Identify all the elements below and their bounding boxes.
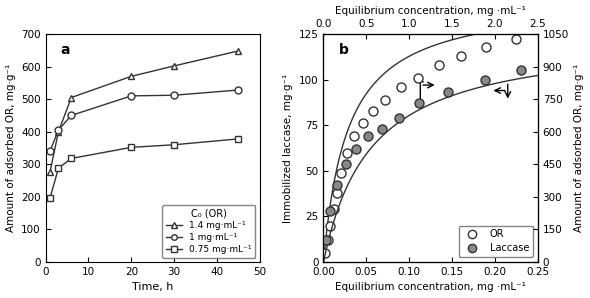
X-axis label: Equilibrium concentration, mg ·mL⁻¹: Equilibrium concentration, mg ·mL⁻¹: [335, 283, 526, 292]
Legend: OR, Laccase: OR, Laccase: [458, 226, 533, 257]
Legend: 1.4 mg·mL⁻¹, 1 mg·mL⁻¹, 0.75 mg·mL⁻¹: 1.4 mg·mL⁻¹, 1 mg·mL⁻¹, 0.75 mg·mL⁻¹: [162, 205, 255, 257]
X-axis label: Equilibrium concentration, mg ·mL⁻¹: Equilibrium concentration, mg ·mL⁻¹: [335, 6, 526, 15]
Y-axis label: Immobilized laccase, mg·g⁻¹: Immobilized laccase, mg·g⁻¹: [283, 73, 293, 223]
X-axis label: Time, h: Time, h: [132, 283, 173, 292]
Y-axis label: Amount of adsorbed OR, mg·g⁻¹: Amount of adsorbed OR, mg·g⁻¹: [575, 64, 585, 232]
Text: b: b: [339, 43, 348, 57]
Text: a: a: [61, 43, 70, 57]
Y-axis label: Amount of adsorbed OR, mg·g⁻¹: Amount of adsorbed OR, mg·g⁻¹: [5, 64, 15, 232]
